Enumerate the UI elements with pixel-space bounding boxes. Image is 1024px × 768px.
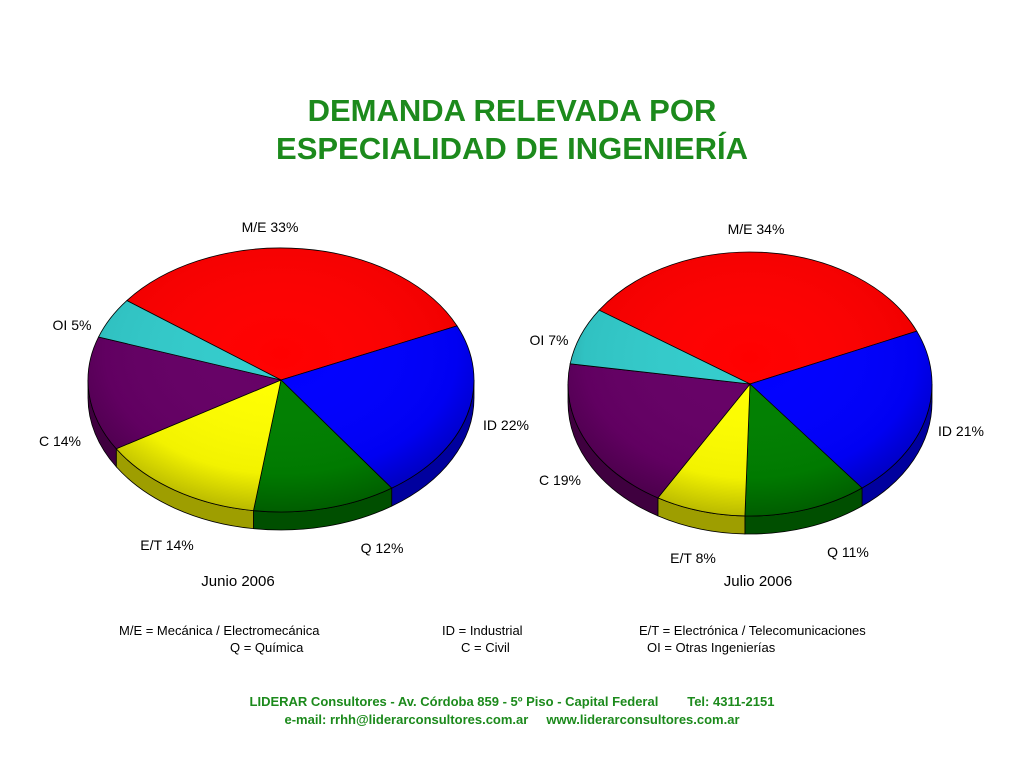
- footer-line-1: LIDERAR Consultores - Av. Córdoba 859 - …: [249, 694, 775, 709]
- legend-q: Q = Química: [230, 640, 304, 655]
- caption-julio: Julio 2006: [723, 573, 793, 590]
- slice-label-id: ID 22%: [483, 417, 529, 433]
- caption-junio: Junio 2006: [201, 573, 275, 590]
- slice-label-et: E/T 14%: [140, 537, 193, 553]
- legend-et: E/T = Electrónica / Telecomunicaciones: [639, 623, 866, 638]
- title-line-2: ESPECIALIDAD DE INGENIERÍA: [276, 131, 748, 166]
- page-title: DEMANDA RELEVADA POR ESPECIALIDAD DE ING…: [0, 92, 1024, 168]
- pie-chart-junio: M/E 33% ID 22% Q 12% E/T 14% C 14% OI 5%: [39, 219, 529, 556]
- slice-label-q: Q 11%: [827, 544, 869, 560]
- slice-label-q: Q 12%: [361, 540, 404, 556]
- slice-label-oi: OI 5%: [53, 317, 92, 333]
- legend-id: ID = Industrial: [442, 623, 523, 638]
- pie-chart-julio: M/E 34% ID 21% Q 11% E/T 8% C 19% OI 7%: [530, 221, 984, 566]
- slice-label-c: C 19%: [539, 472, 581, 488]
- legend-me: M/E = Mecánica / Electromecánica: [119, 623, 320, 638]
- legend-oi: OI = Otras Ingenierías: [647, 640, 776, 655]
- title-line-1: DEMANDA RELEVADA POR: [307, 93, 717, 128]
- footer-line-2: e-mail: rrhh@liderarconsultores.com.ar w…: [284, 712, 740, 727]
- slice-label-id: ID 21%: [938, 423, 984, 439]
- slice-label-me: M/E 34%: [728, 221, 785, 237]
- slice-label-c: C 14%: [39, 433, 81, 449]
- legend-c: C = Civil: [461, 640, 510, 655]
- slice-label-et: E/T 8%: [670, 550, 716, 566]
- slice-label-me: M/E 33%: [242, 219, 299, 235]
- slice-label-oi: OI 7%: [530, 332, 569, 348]
